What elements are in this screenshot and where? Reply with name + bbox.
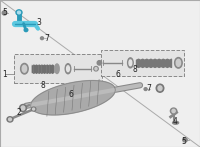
Ellipse shape xyxy=(2,11,7,15)
Ellipse shape xyxy=(97,61,102,65)
Ellipse shape xyxy=(172,109,175,113)
Ellipse shape xyxy=(9,118,11,121)
Ellipse shape xyxy=(65,64,71,74)
Ellipse shape xyxy=(16,10,22,15)
Ellipse shape xyxy=(33,108,35,110)
Ellipse shape xyxy=(67,66,69,72)
Ellipse shape xyxy=(158,86,162,91)
FancyBboxPatch shape xyxy=(101,50,184,76)
Text: 8: 8 xyxy=(41,81,45,91)
Ellipse shape xyxy=(144,88,147,91)
Ellipse shape xyxy=(21,106,25,110)
Ellipse shape xyxy=(176,59,181,66)
Ellipse shape xyxy=(95,68,97,70)
Ellipse shape xyxy=(55,64,59,74)
Ellipse shape xyxy=(170,108,177,114)
Text: 7: 7 xyxy=(147,84,151,93)
Text: 1: 1 xyxy=(3,70,7,79)
Ellipse shape xyxy=(31,107,36,111)
Ellipse shape xyxy=(175,58,182,68)
Text: 3: 3 xyxy=(37,18,41,27)
Text: 2: 2 xyxy=(17,108,21,117)
Text: 7: 7 xyxy=(45,34,49,43)
Ellipse shape xyxy=(22,65,27,72)
Ellipse shape xyxy=(7,117,13,122)
Ellipse shape xyxy=(20,105,26,112)
Text: 6: 6 xyxy=(116,70,120,79)
Ellipse shape xyxy=(24,28,28,32)
Text: 5: 5 xyxy=(3,8,7,17)
Text: 5: 5 xyxy=(182,137,186,146)
Ellipse shape xyxy=(156,84,164,92)
Ellipse shape xyxy=(40,37,44,40)
Ellipse shape xyxy=(129,60,132,66)
Text: 8: 8 xyxy=(133,65,137,74)
Ellipse shape xyxy=(21,64,28,74)
Ellipse shape xyxy=(128,58,133,68)
Ellipse shape xyxy=(94,67,98,71)
FancyBboxPatch shape xyxy=(14,54,102,83)
Ellipse shape xyxy=(183,138,187,142)
Text: 6: 6 xyxy=(69,90,73,99)
Text: 4: 4 xyxy=(173,117,177,126)
Polygon shape xyxy=(31,81,115,115)
Ellipse shape xyxy=(173,121,179,124)
Ellipse shape xyxy=(18,11,21,14)
